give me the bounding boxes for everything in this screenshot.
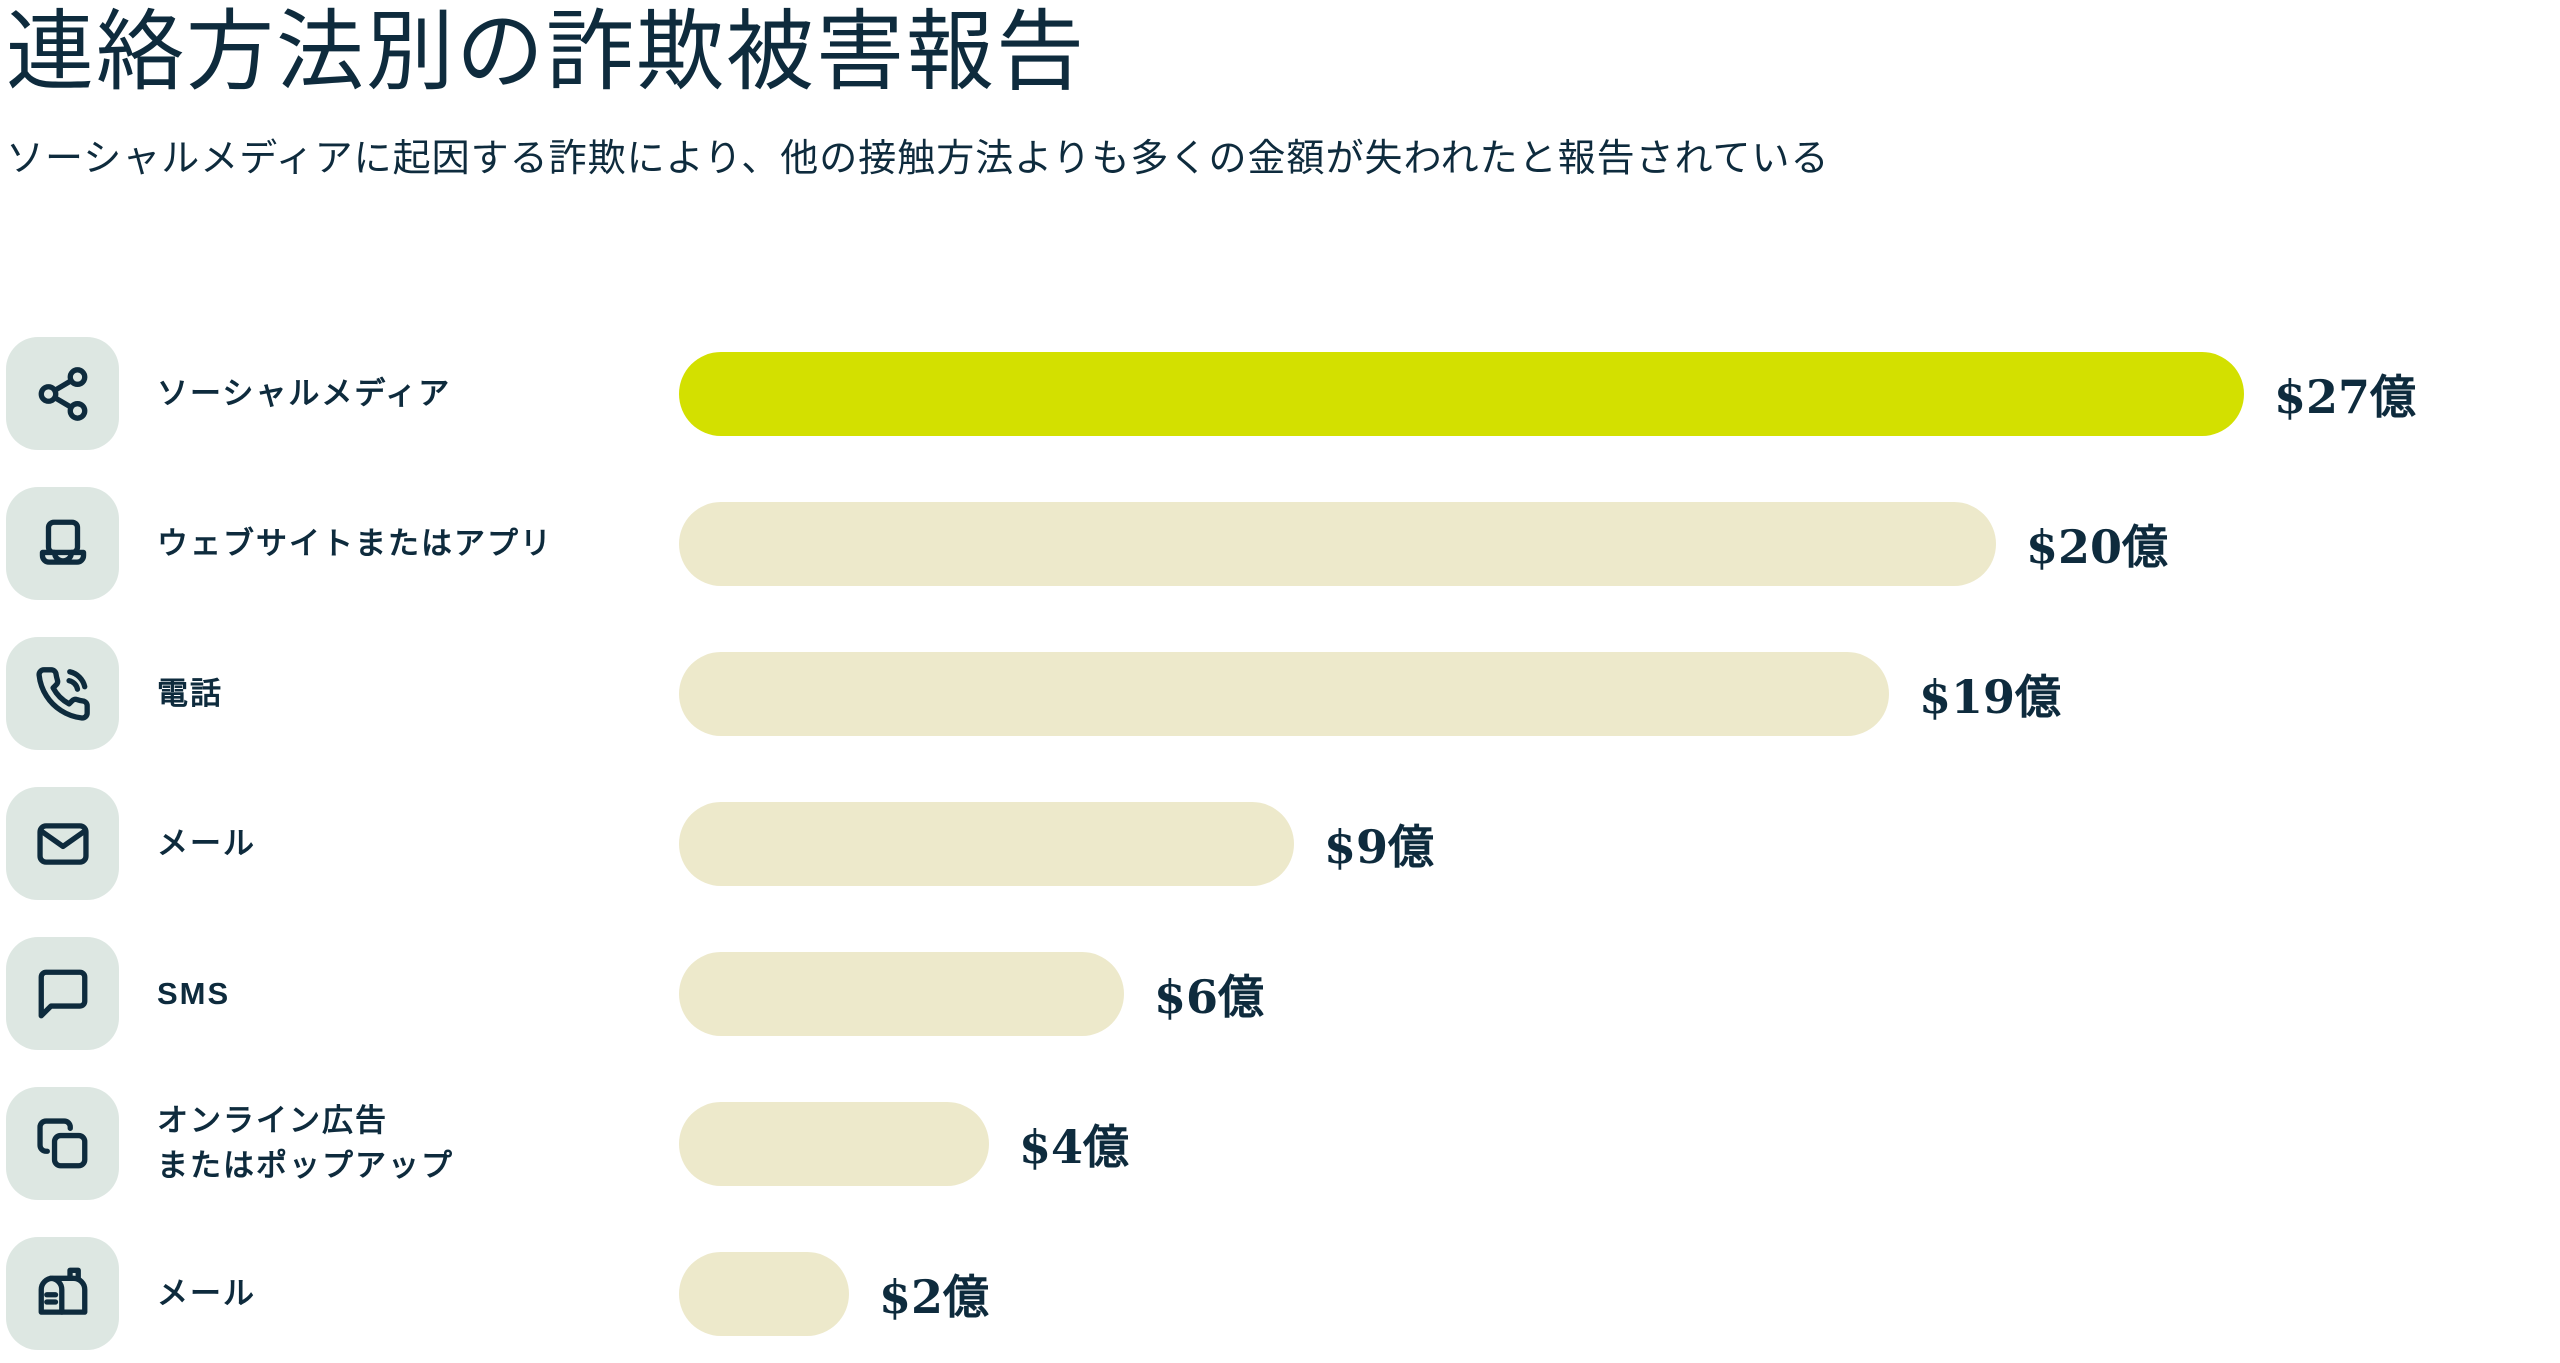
popup-icon xyxy=(36,1118,87,1169)
bar xyxy=(679,951,1124,1036)
bar-area: $27億 xyxy=(679,337,2560,450)
bar-row: メール $9億 xyxy=(6,787,2560,901)
bar-area: $6億 xyxy=(679,937,2560,1050)
category-label-line: ソーシャルメディア xyxy=(157,375,452,411)
sms-icon xyxy=(38,969,87,1019)
category-label-line: ウェブサイトまたはアプリ xyxy=(157,525,553,561)
phone-icon xyxy=(35,667,90,721)
category-icon-chip xyxy=(6,1087,119,1201)
bar-chart: ソーシャルメディア $27億 ウェブサイトまたはアプリ $20億 電話 $19億… xyxy=(6,337,2560,1351)
category-label-line: オンライン広告 xyxy=(157,1103,388,1139)
category-label: メール xyxy=(119,1272,679,1317)
category-label: メール xyxy=(119,822,679,867)
category-label: オンライン広告またはポップアップ xyxy=(119,1099,679,1189)
bar xyxy=(679,801,1294,886)
category-label-line: メール xyxy=(157,1275,256,1311)
value-label: $4億 xyxy=(1019,1119,1130,1174)
category-icon-chip xyxy=(6,787,119,901)
category-label-line: メール xyxy=(157,825,256,861)
bar-row: メール $2億 xyxy=(6,1237,2560,1351)
category-label: ソーシャルメディア xyxy=(119,372,679,417)
bar-area: $2億 xyxy=(679,1237,2560,1350)
bar xyxy=(679,651,1889,736)
category-icon-chip xyxy=(6,337,119,451)
value-label: $6億 xyxy=(1154,969,1265,1024)
value-label: $2億 xyxy=(879,1269,990,1324)
value-label: $20億 xyxy=(2026,519,2169,574)
bar-row: ウェブサイトまたはアプリ $20億 xyxy=(6,487,2560,601)
category-icon-chip xyxy=(6,637,119,751)
bar xyxy=(679,351,2244,436)
email-icon xyxy=(36,823,89,865)
category-label: 電話 xyxy=(119,672,679,717)
value-label: $19億 xyxy=(1919,669,2062,724)
bar xyxy=(679,501,1996,586)
bar-area: $19億 xyxy=(679,637,2560,750)
bar-area: $9億 xyxy=(679,787,2560,900)
bar xyxy=(679,1101,989,1186)
category-label-line: SMS xyxy=(157,975,231,1011)
page-title: 連絡方法別の詐欺被害報告 xyxy=(6,2,1087,101)
category-label-line: またはポップアップ xyxy=(157,1147,454,1183)
share-icon xyxy=(38,367,87,421)
category-icon-chip xyxy=(6,937,119,1051)
bar xyxy=(679,1251,849,1336)
page-subtitle: ソーシャルメディアに起因する詐欺により、他の接触方法よりも多くの金額が失われたと… xyxy=(6,138,1830,181)
bar-row: SMS $6億 xyxy=(6,937,2560,1051)
category-icon-chip xyxy=(6,487,119,601)
bar-row: オンライン広告またはポップアップ $4億 xyxy=(6,1087,2560,1201)
bar-row: 電話 $19億 xyxy=(6,637,2560,751)
category-label-line: 電話 xyxy=(157,675,223,711)
mailbox-icon xyxy=(38,1267,87,1315)
laptop-icon xyxy=(39,519,86,565)
value-label: $9億 xyxy=(1324,819,1435,874)
category-icon-chip xyxy=(6,1237,119,1351)
bar-area: $20億 xyxy=(679,487,2560,600)
category-label: ウェブサイトまたはアプリ xyxy=(119,522,679,567)
value-label: $27億 xyxy=(2274,369,2417,424)
bar-area: $4億 xyxy=(679,1087,2560,1200)
category-label: SMS xyxy=(119,972,679,1017)
bar-row: ソーシャルメディア $27億 xyxy=(6,337,2560,451)
